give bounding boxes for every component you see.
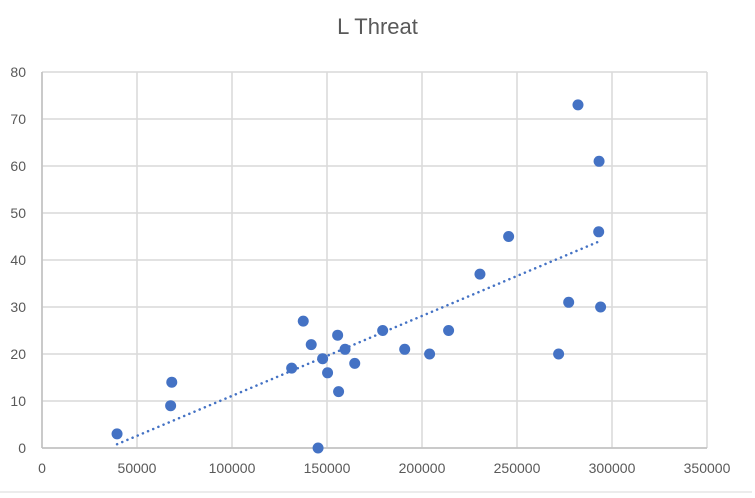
- chart-title: L Threat: [337, 14, 418, 39]
- y-tick-label: 70: [10, 111, 26, 127]
- data-point-marker: [349, 357, 361, 369]
- x-tick-label: 100000: [209, 460, 256, 476]
- data-point-marker: [339, 343, 351, 355]
- data-point-marker: [424, 348, 436, 360]
- x-tick-label: 200000: [399, 460, 446, 476]
- data-point-marker: [593, 155, 605, 167]
- x-tick-label: 300000: [589, 460, 636, 476]
- gridlines: [41, 71, 708, 449]
- data-point-marker: [312, 442, 324, 454]
- y-tick-label: 60: [10, 158, 26, 174]
- x-tick-label: 150000: [304, 460, 351, 476]
- x-tick-label: 250000: [494, 460, 541, 476]
- linear-trendline: [115, 239, 601, 446]
- data-point-marker: [595, 301, 607, 313]
- data-point-marker: [333, 386, 345, 398]
- x-tick-label: 350000: [684, 460, 731, 476]
- y-tick-label: 30: [10, 299, 26, 315]
- x-axis-labels: 0 50000 100000 150000 200000 250000 300000 3500…: [38, 460, 730, 476]
- data-point-marker: [443, 325, 455, 336]
- data-point-marker: [305, 339, 317, 351]
- data-point-marker: [332, 329, 344, 341]
- y-tick-label: 40: [10, 252, 26, 268]
- y-tick-label: 10: [10, 393, 26, 409]
- data-point-marker: [317, 353, 329, 365]
- data-point-marker: [297, 315, 309, 327]
- data-point-marker: [286, 362, 298, 374]
- data-point-marker: [111, 428, 123, 440]
- y-tick-label: 20: [10, 346, 26, 362]
- data-point-marker: [474, 268, 486, 280]
- data-point-marker: [165, 400, 177, 412]
- y-tick-label: 0: [18, 440, 26, 456]
- data-point-marker: [503, 231, 515, 242]
- data-point-marker: [322, 367, 334, 379]
- trendline: [115, 239, 601, 446]
- y-tick-label: 80: [10, 64, 26, 80]
- data-point-marker: [593, 226, 605, 238]
- y-axis-labels: 0 10 20 30 40 50 60 70 80: [10, 64, 26, 456]
- data-point-marker: [563, 296, 575, 308]
- x-tick-label: 0: [38, 460, 46, 476]
- data-point-marker: [572, 99, 584, 111]
- data-point-marker: [553, 348, 565, 360]
- data-points: [111, 99, 607, 454]
- data-point-marker: [166, 376, 178, 388]
- data-point-marker: [399, 343, 411, 355]
- data-point-marker: [377, 325, 389, 336]
- y-tick-label: 50: [10, 205, 26, 221]
- x-tick-label: 50000: [118, 460, 157, 476]
